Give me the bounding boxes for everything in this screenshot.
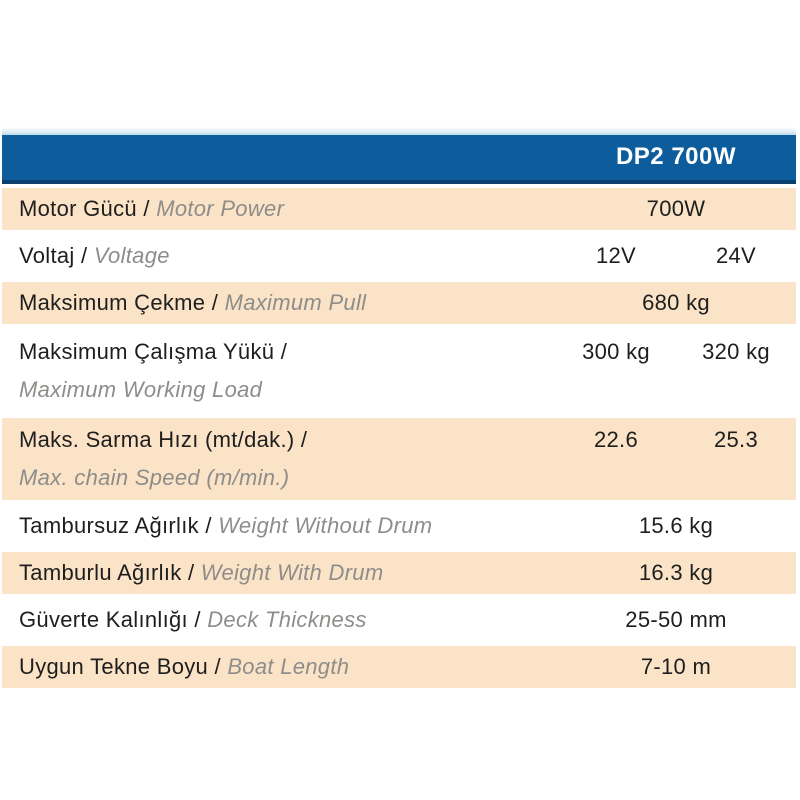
row-label: Tambursuz Ağırlık / Weight Without Drum — [2, 511, 556, 541]
spec-row: Maks. Sarma Hızı (mt/dak.) / / Max. chai… — [2, 418, 796, 500]
row-value: 12V — [595, 243, 637, 268]
row-label-separator: / — [187, 607, 208, 632]
row-label-turkish: Maks. Sarma Hızı (mt/dak.) / — [19, 427, 308, 452]
row-label: Motor Gücü / Motor Power — [2, 194, 556, 224]
row-values: 300 kg 320 kg — [556, 333, 796, 371]
row-values: 12V 24V — [556, 241, 796, 271]
row-value: 300 kg — [582, 339, 650, 364]
row-label: Güverte Kalınlığı / Deck Thickness — [2, 605, 556, 635]
header-glow-strip — [2, 127, 796, 135]
row-label-english: Maximum Working Load — [19, 377, 263, 402]
row-values: 7-10 m — [556, 652, 796, 682]
row-label-turkish: Tambursuz Ağırlık — [19, 513, 199, 538]
row-values: 16.3 kg — [556, 558, 796, 588]
row-values: 15.6 kg — [556, 511, 796, 541]
row-label: Maks. Sarma Hızı (mt/dak.) / / Max. chai… — [2, 421, 556, 497]
row-value: 24V — [715, 243, 757, 268]
row-label-separator: / — [136, 196, 157, 221]
row-label: Maksimum Çekme / Maximum Pull — [2, 288, 556, 318]
row-label-turkish: Maksimum Çekme — [19, 290, 206, 315]
row-value: 680 kg — [642, 290, 710, 315]
row-values: 22.6 25.3 — [556, 421, 796, 459]
spec-row: Motor Gücü / Motor Power 700W — [2, 188, 796, 230]
row-value: 320 kg — [702, 339, 770, 364]
row-label-turkish: Tamburlu Ağırlık — [19, 560, 182, 585]
row-values: 700W — [556, 194, 796, 224]
row-value: 16.3 kg — [638, 560, 714, 585]
row-value: 700W — [646, 196, 706, 221]
row-label-separator: / — [208, 654, 228, 679]
spec-row: Voltaj / Voltage 12V 24V — [2, 230, 796, 282]
row-label-turkish: Maksimum Çalışma Yükü / — [19, 339, 288, 364]
row-label-english: Deck Thickness — [207, 607, 367, 632]
row-label-english: Maximum Pull — [224, 290, 367, 315]
row-value: 15.6 kg — [638, 513, 714, 538]
row-label-turkish: Güverte Kalınlığı — [19, 607, 188, 632]
row-values: 680 kg — [556, 288, 796, 318]
spec-row: Uygun Tekne Boyu / Boat Length 7-10 m — [2, 646, 796, 688]
row-label-english: Weight With Drum — [200, 560, 384, 585]
spec-row: Tambursuz Ağırlık / Weight Without Drum … — [2, 500, 796, 552]
spec-row: Tamburlu Ağırlık / Weight With Drum 16.3… — [2, 552, 796, 594]
spec-row: Maksimum Çekme / Maximum Pull 680 kg — [2, 282, 796, 324]
page: DP2 700W Motor Gücü / Motor Power 700W V… — [2, 127, 796, 688]
row-label: Maksimum Çalışma Yükü / / Maximum Workin… — [2, 333, 556, 409]
row-value: 25.3 — [713, 427, 759, 452]
row-label-separator: / — [198, 513, 219, 538]
row-value: 22.6 — [593, 427, 639, 452]
row-label-english: Motor Power — [156, 196, 285, 221]
row-label-separator: / — [181, 560, 201, 585]
row-label: Tamburlu Ağırlık / Weight With Drum — [2, 558, 556, 588]
row-values: 25-50 mm — [556, 605, 796, 635]
spec-row: Güverte Kalınlığı / Deck Thickness 25-50… — [2, 594, 796, 646]
row-label-english: Boat Length — [227, 654, 350, 679]
row-label-separator: / — [74, 243, 94, 268]
row-value: 7-10 m — [640, 654, 712, 679]
column-header-model: DP2 700W — [615, 142, 737, 170]
row-label-turkish: Motor Gücü — [19, 196, 137, 221]
row-label: Uygun Tekne Boyu / Boat Length — [2, 652, 556, 682]
row-label-turkish: Voltaj — [19, 243, 75, 268]
spec-row: Maksimum Çalışma Yükü / / Maximum Workin… — [2, 324, 796, 418]
row-label-separator: / — [205, 290, 225, 315]
row-label-english: Max. chain Speed (m/min.) — [19, 465, 290, 490]
spec-table: DP2 700W Motor Gücü / Motor Power 700W V… — [2, 135, 796, 688]
table-header-row: DP2 700W — [2, 135, 796, 184]
row-value: 25-50 mm — [625, 607, 727, 632]
row-label-english: Weight Without Drum — [218, 513, 433, 538]
row-label-turkish: Uygun Tekne Boyu — [19, 654, 209, 679]
row-label-english: Voltage — [93, 243, 170, 268]
row-label: Voltaj / Voltage — [2, 241, 556, 271]
table-body: Motor Gücü / Motor Power 700W Voltaj / V… — [2, 188, 796, 688]
